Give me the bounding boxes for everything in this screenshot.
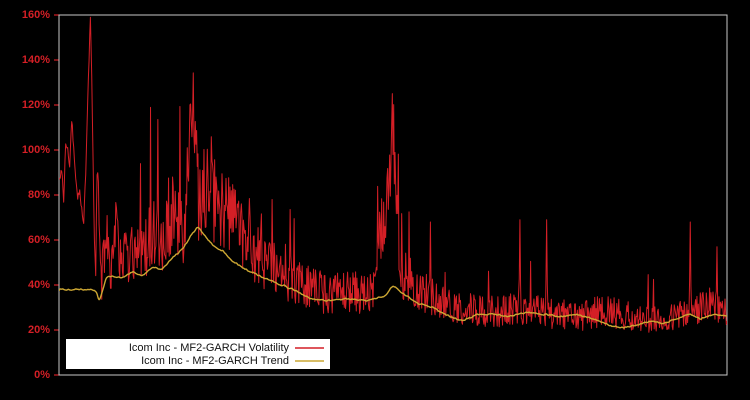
chart-legend[interactable]: Icom Inc - MF2-GARCH Volatility Icom Inc… (66, 339, 330, 369)
legend-label-volatility: Icom Inc - MF2-GARCH Volatility (129, 342, 290, 354)
legend-background (66, 339, 330, 369)
y-tick-label: 160% (22, 9, 50, 21)
y-tick-label: 140% (22, 54, 50, 66)
y-tick-label: 0% (34, 369, 50, 381)
y-tick-label: 20% (28, 324, 50, 336)
y-tick-label: 80% (28, 189, 50, 201)
series-line-trend (59, 226, 727, 329)
y-tick-label: 40% (28, 279, 50, 291)
legend-label-trend: Icom Inc - MF2-GARCH Trend (141, 355, 289, 367)
series-line-volatility (59, 16, 727, 333)
y-tick-label: 100% (22, 144, 50, 156)
plot-frame (58, 14, 728, 376)
y-axis-tick-labels: 0% 20% 40% 60% 80% 100% 120% 140% 160% (22, 9, 50, 381)
y-tick-label: 120% (22, 99, 50, 111)
y-axis-tick-marks (54, 14, 59, 376)
y-tick-label: 60% (28, 234, 50, 246)
